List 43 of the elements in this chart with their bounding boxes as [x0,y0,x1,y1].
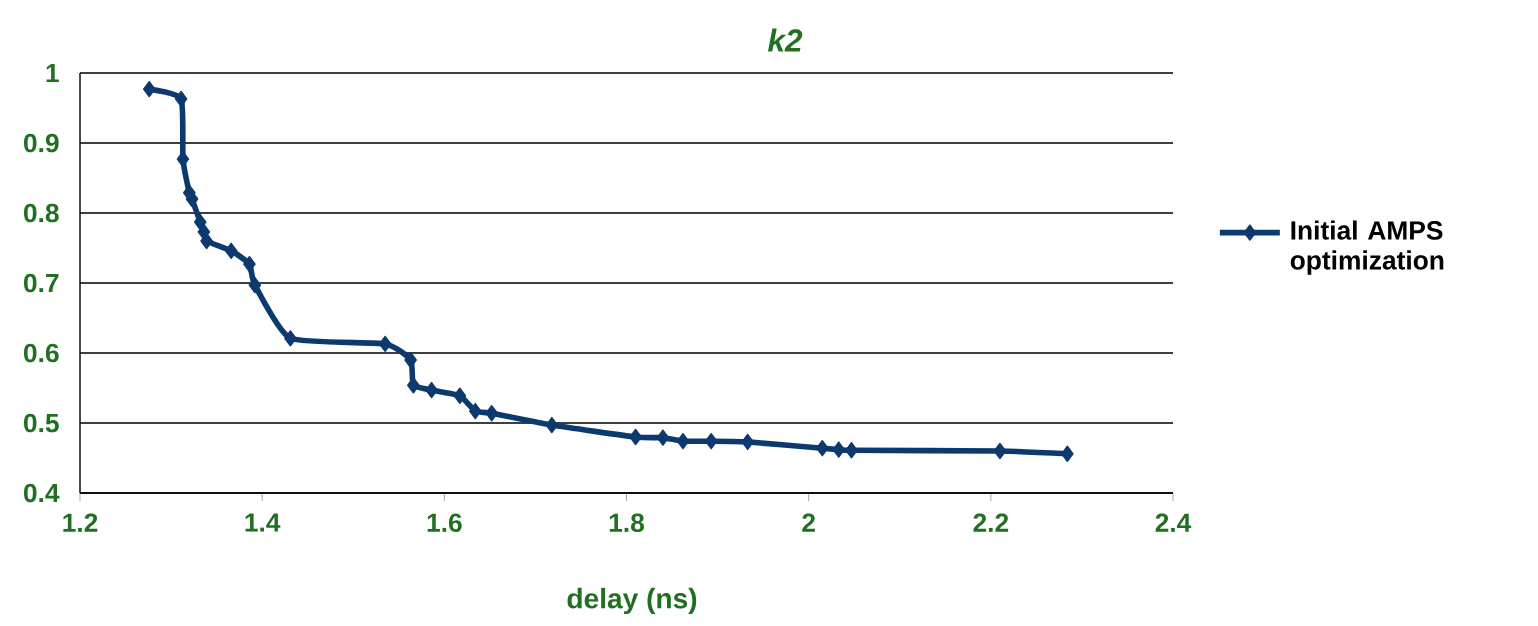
y-tick-label: 0.7 [24,273,59,293]
point [832,441,846,458]
x-tick-label: 1.4 [245,513,281,532]
point [845,442,858,459]
x-tick-label: 2.4 [1155,513,1192,532]
x-axis-title: delay (ns) [567,587,697,615]
point [741,433,754,451]
point [248,277,262,294]
point [468,402,482,420]
y-tick-label: 0.6 [24,343,59,363]
point [1061,445,1074,463]
y-tick-label: 0.9 [24,133,59,153]
point [174,90,188,108]
point [200,232,213,250]
point [378,335,392,353]
point [656,429,670,446]
x-tick-label: 1.8 [609,513,645,533]
point [404,351,417,369]
point [545,416,559,434]
point [425,381,438,399]
x-tick-label: 1.2 [63,513,98,532]
point [193,213,207,231]
y-tick-label: 0.5 [24,413,59,433]
point [676,433,690,450]
point [142,81,156,98]
point [284,330,297,347]
x-tick-label: 2 [802,513,815,532]
point [224,242,238,260]
point [993,442,1007,460]
point [704,433,718,450]
point [629,428,642,446]
point [485,405,499,422]
point [407,377,420,394]
y-tick-label: 0.8 [24,203,59,223]
point [453,387,467,405]
x-tick-label: 1.6 [427,513,462,533]
point [243,256,256,273]
y-tick-label: 1 [46,64,59,83]
point [815,440,829,457]
y-tick-label: 0.4 [24,483,60,503]
x-tick-label: 2.2 [973,513,1009,532]
legend-label: Initial AMPS optimization [1290,220,1444,275]
chart-title: k2 [767,28,803,52]
